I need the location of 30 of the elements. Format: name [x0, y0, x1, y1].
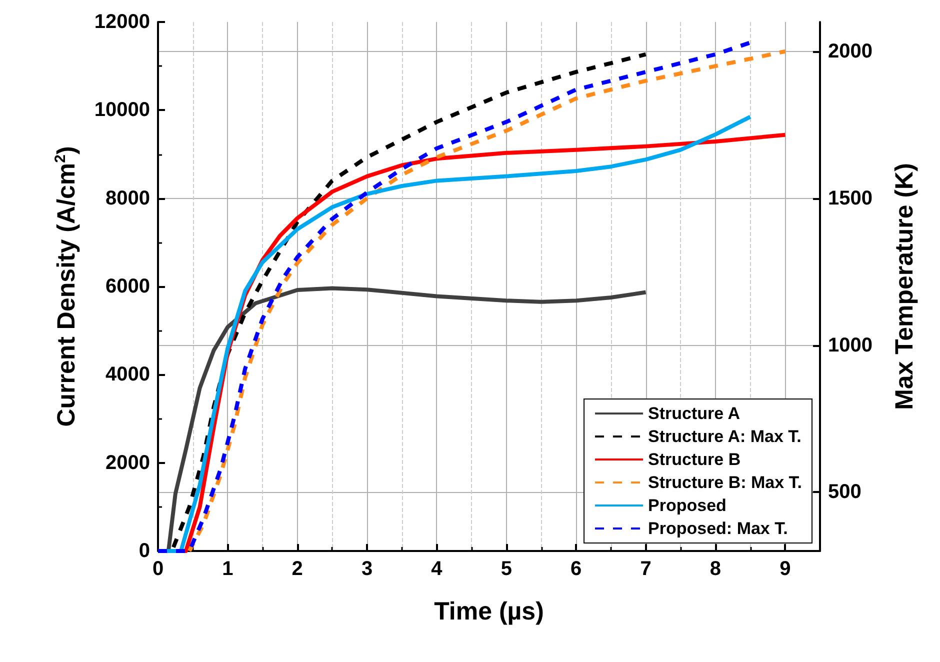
y-tick-label: 0 — [138, 540, 150, 562]
x-tick-label: 6 — [570, 558, 582, 580]
legend-label: Proposed: Max T. — [648, 519, 788, 538]
y-tick-label: 10000 — [94, 99, 150, 122]
x-tick-label: 0 — [152, 558, 164, 580]
x-tick-label: 8 — [710, 558, 722, 580]
legend-label: Structure B: Max T. — [648, 473, 802, 492]
y2-tick-label: 1500 — [828, 187, 872, 210]
y-tick-label: 8000 — [106, 187, 150, 210]
y2-tick-label: 1000 — [828, 334, 872, 356]
y2-axis-title: Max Temperature (K) — [890, 163, 918, 410]
x-tick-label: 5 — [500, 558, 512, 580]
x-tick-label: 1 — [222, 558, 234, 580]
legend-label: Structure A: Max T. — [648, 427, 802, 446]
x-tick-label: 2 — [292, 558, 303, 580]
y-tick-label: 6000 — [106, 276, 150, 298]
x-tick-label: 3 — [361, 558, 373, 580]
x-tick-label: 4 — [431, 558, 444, 580]
y2-tick-label: 2000 — [828, 40, 872, 62]
y-axis-title: Current Density (A/cm2) — [52, 146, 80, 427]
legend-label: Structure B — [648, 450, 741, 469]
legend-label: Proposed — [648, 496, 726, 515]
y-tick-label: 4000 — [106, 364, 150, 386]
y-tick-label: 12000 — [94, 11, 150, 33]
x-tick-label: 7 — [640, 558, 652, 580]
legend-label: Structure A — [648, 404, 740, 423]
x-axis-title: Time (µs) — [434, 598, 544, 626]
y-tick-label: 2000 — [106, 452, 150, 474]
x-tick-label: 9 — [780, 558, 791, 580]
y2-tick-label: 500 — [828, 481, 862, 504]
